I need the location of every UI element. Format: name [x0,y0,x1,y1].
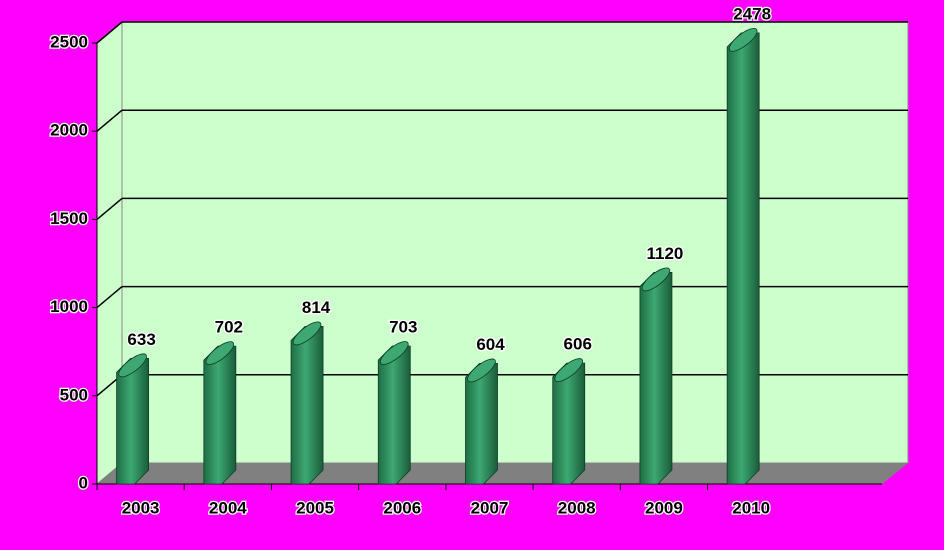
x-tick-label: 2005 [296,498,334,517]
value-label: 814 [302,298,331,317]
bar [116,357,150,485]
bar-top [379,341,409,365]
bar [203,345,237,485]
value-label: 606 [564,335,592,354]
x-tick-label: 2010 [732,498,770,517]
x-tick-label: 2006 [383,498,421,517]
bar-top [641,267,671,292]
bar [726,32,760,485]
y-tick-label: 2000 [50,121,88,140]
y-tick-label: 500 [60,385,88,404]
grid-line [96,109,123,132]
bar [639,272,673,485]
x-tick-label: 2008 [558,498,596,517]
bar-top [728,27,758,52]
value-label: 604 [476,335,505,354]
y-tick-label: 1000 [50,297,88,316]
value-label: 1120 [646,244,683,263]
bar [290,326,324,485]
y-tick-label: 0 [79,473,88,492]
bar-top [292,321,322,346]
x-tick-label: 2003 [122,498,160,517]
grid-line [96,197,123,220]
x-tick-label: 2007 [471,498,509,517]
value-label: 2478 [733,4,771,23]
back-wall [121,21,909,464]
grid-line [96,21,123,44]
bar [552,362,586,485]
value-label: 703 [389,317,417,336]
x-tick-label: 2004 [209,498,247,517]
bar [377,345,411,485]
y-tick-label: 1500 [50,209,88,228]
grid-line [96,286,123,309]
value-label: 633 [127,330,155,349]
bar [465,363,498,485]
y-tick-label: 2500 [50,32,88,51]
x-tick-label: 2009 [645,498,683,517]
value-label: 702 [215,318,243,337]
bar-top [205,341,235,366]
bar-top [467,358,496,383]
bar-top [118,353,147,378]
bar-top [554,358,584,382]
